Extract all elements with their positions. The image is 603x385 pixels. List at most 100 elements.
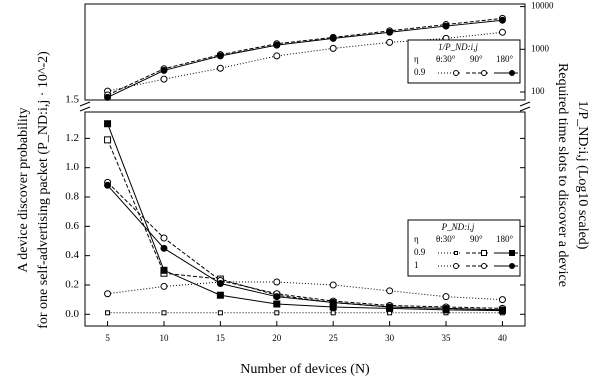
point — [273, 293, 281, 301]
x-tick-label: 30 — [385, 333, 395, 343]
point — [104, 290, 112, 298]
legend-label: 0.9 — [414, 247, 426, 257]
axis-break — [519, 106, 531, 112]
point — [216, 279, 224, 287]
legend-marker — [509, 70, 515, 76]
point — [160, 266, 168, 274]
x-axis-label: Number of devices (N) — [240, 362, 370, 377]
point — [386, 28, 394, 36]
point — [273, 278, 281, 286]
legend-header: 180° — [496, 234, 514, 244]
y-axis-label: for one self-advertising packet (P_ND:i,… — [36, 51, 51, 329]
x-tick-label: 5 — [105, 333, 110, 343]
point — [386, 38, 394, 46]
point — [104, 93, 112, 101]
plot-frame — [84, 111, 526, 327]
point — [216, 64, 224, 72]
point — [274, 310, 280, 316]
y-tick-label: 1.0 — [65, 161, 79, 173]
axis-break — [79, 101, 91, 107]
point — [160, 244, 168, 252]
point — [104, 120, 112, 128]
point — [330, 310, 336, 316]
legend-header: η — [414, 54, 419, 64]
axis-break — [519, 101, 531, 107]
point — [442, 22, 450, 30]
legend-marker — [481, 250, 487, 256]
axis-break — [79, 106, 91, 112]
y2-axis-label: Required time slots to discover a device — [555, 63, 570, 287]
point — [104, 181, 112, 189]
legend-marker — [509, 263, 515, 269]
series-line — [107, 123, 503, 312]
point — [329, 281, 337, 289]
plot-frame — [84, 3, 526, 101]
x-tick-label: 25 — [329, 333, 339, 343]
point — [160, 234, 168, 242]
legend-header: θ:30° — [436, 54, 456, 64]
x-tick-label: 35 — [442, 333, 452, 343]
point — [160, 75, 168, 83]
series-line — [107, 17, 503, 96]
y-tick-label: 0.8 — [65, 191, 79, 203]
point — [329, 44, 337, 52]
legend-header: η — [414, 234, 419, 244]
legend-marker — [453, 263, 459, 269]
legend-header: 90° — [470, 54, 483, 64]
point — [386, 303, 394, 311]
y-axis-label: A device discover probability — [16, 107, 31, 272]
point — [498, 306, 506, 314]
legend-label: 0.9 — [414, 67, 426, 77]
series-line — [107, 281, 503, 301]
point — [273, 41, 281, 49]
legend-marker — [453, 70, 459, 76]
y-tick-label: 1.2 — [65, 132, 79, 144]
y2-tick-label: 100 — [531, 86, 545, 96]
y2-axis-label: 1/P_ND:i,j (Log10 scaled) — [575, 101, 590, 250]
point — [160, 66, 168, 74]
x-tick-label: 10 — [159, 333, 169, 343]
legend-header: 90° — [470, 234, 483, 244]
x-tick-label: 20 — [272, 333, 282, 343]
y-tick-label: 1.5 — [65, 94, 79, 106]
legend-marker — [509, 250, 515, 256]
y2-tick-label: 10000 — [531, 1, 554, 11]
point — [498, 296, 506, 304]
point — [442, 304, 450, 312]
point — [160, 282, 168, 290]
point — [216, 291, 224, 299]
point — [442, 293, 450, 301]
legend-header: θ:30° — [436, 234, 456, 244]
series-line — [107, 182, 503, 309]
legend-label: 1 — [414, 260, 419, 270]
series-line — [107, 31, 503, 92]
legend-marker — [481, 263, 487, 269]
legend-title: 1/P_ND:i,j — [438, 42, 478, 52]
legend-title: P_ND:i,j — [441, 222, 475, 232]
legend-marker — [454, 251, 458, 255]
point — [273, 300, 281, 308]
series-line — [107, 19, 503, 98]
series-line — [107, 184, 503, 311]
point — [386, 287, 394, 295]
point — [329, 34, 337, 42]
point — [104, 136, 112, 144]
legend-marker — [481, 70, 487, 76]
y-tick-label: 0.6 — [65, 220, 79, 232]
y-tick-label: 0.4 — [65, 249, 79, 261]
legend-box — [407, 39, 521, 84]
y-tick-label: 0.2 — [65, 278, 79, 290]
y2-tick-label: 1000 — [531, 43, 550, 53]
point — [498, 28, 506, 36]
legend-header: 180° — [496, 54, 514, 64]
x-tick-label: 15 — [216, 333, 226, 343]
y-tick-label: 0.0 — [65, 308, 79, 320]
point — [329, 299, 337, 307]
point — [217, 310, 223, 316]
x-tick-label: 40 — [498, 333, 508, 343]
point — [216, 52, 224, 60]
point — [498, 16, 506, 24]
legend-box — [407, 219, 521, 277]
point — [273, 52, 281, 60]
